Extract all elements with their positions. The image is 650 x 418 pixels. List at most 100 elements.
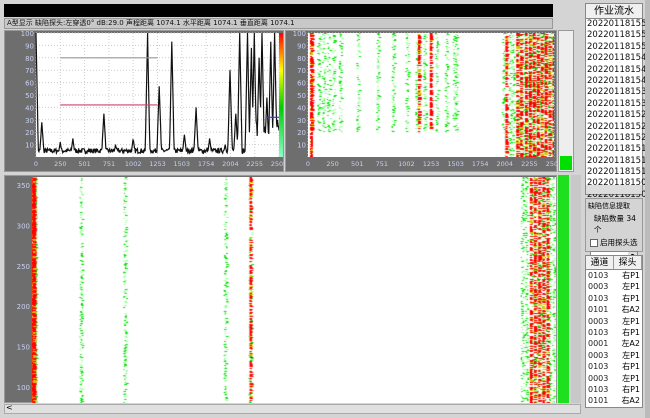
- channel-cell: 0101: [588, 305, 609, 315]
- y-tick-label: 50: [25, 92, 34, 100]
- job-list-item[interactable]: 20220118150: [587, 178, 647, 189]
- x-tick-label: 1754: [198, 160, 215, 168]
- scroll-left-icon[interactable]: <: [6, 403, 13, 412]
- y-tick-label: 30: [297, 117, 306, 125]
- channel-cell: 0103: [588, 271, 609, 280]
- probe-cell: 右A2: [621, 396, 640, 406]
- table-row[interactable]: 0103 右P1: [586, 384, 642, 395]
- x-tick-label: 751: [376, 160, 388, 168]
- window-scrollbar[interactable]: [645, 0, 650, 418]
- job-list-item[interactable]: 20220118153: [587, 98, 647, 109]
- x-tick-label: 250: [326, 160, 338, 168]
- probe-cell: 左P1: [622, 282, 640, 292]
- a-scan-chart[interactable]: 10 20 30 40 50 60 70 80 90 100 0 250 501 751 1002 1253 1…: [5, 31, 285, 173]
- horizontal-scrollbar[interactable]: <: [4, 403, 581, 414]
- x-tick-label: 1253: [149, 160, 166, 168]
- y-tick-label: 60: [297, 80, 306, 88]
- probe-cell: 右P1: [622, 327, 640, 337]
- b-scan-heatmap[interactable]: [308, 33, 554, 157]
- x-tick-label: 2255: [521, 160, 538, 168]
- y-tick-label: 90: [297, 42, 306, 50]
- job-list-item[interactable]: 20220118151: [587, 155, 647, 166]
- y-tick-label: 50: [297, 92, 306, 100]
- probe-cell: 左P1: [622, 316, 640, 326]
- job-list-header: 作业流水: [586, 4, 642, 19]
- y-tick-label: 60: [25, 80, 34, 88]
- table-row[interactable]: 0003 左P1: [586, 316, 642, 327]
- x-tick-label: 1002: [125, 160, 142, 168]
- y-tick-label: 70: [25, 67, 34, 75]
- defect-info-group: 缺陷信息提取 缺陷数量 34 个 启用探头选 ▾: [585, 198, 643, 261]
- channel-cell: 0003: [588, 373, 609, 383]
- probe-cell: 右A2: [621, 305, 640, 315]
- table-row[interactable]: 0003 左P1: [586, 350, 642, 361]
- col-header-channel[interactable]: 通道: [586, 256, 614, 269]
- vertical-scrollbar[interactable]: [571, 175, 581, 403]
- table-row[interactable]: 0101 右A2: [586, 304, 642, 315]
- table-row[interactable]: 0003 左P1: [586, 281, 642, 292]
- y-tick-label: 350: [17, 182, 30, 190]
- x-tick-label: 751: [103, 160, 115, 168]
- channel-cell: 0003: [588, 282, 609, 292]
- table-row[interactable]: 0101 右A2: [586, 395, 642, 406]
- probe-cell: 右P1: [622, 384, 640, 394]
- job-list[interactable]: 作业流水 20220118155 20220118155 20220118155 20…: [585, 3, 647, 200]
- x-tick-label: 250: [54, 160, 66, 168]
- col-header-probe[interactable]: 探头: [614, 256, 642, 269]
- y-tick-label: 90: [25, 42, 34, 50]
- job-list-item[interactable]: 20220118154: [587, 53, 647, 64]
- y-tick-label: 30: [25, 117, 34, 125]
- job-list-item[interactable]: 20220118154: [587, 64, 647, 75]
- a-scan-waveform: [35, 32, 280, 156]
- y-tick-label: 100: [293, 31, 306, 38]
- main-scan-heatmap[interactable]: [32, 177, 556, 403]
- job-list-item[interactable]: 20220118155: [587, 19, 647, 29]
- checkbox-box[interactable]: [590, 238, 598, 247]
- job-list-item[interactable]: 20220118153: [587, 87, 647, 98]
- table-row[interactable]: 0103 右P1: [586, 361, 642, 372]
- x-tick-label: 1002: [398, 160, 415, 168]
- channel-cell: 0101: [588, 396, 609, 406]
- job-list-item[interactable]: 20220118151: [587, 144, 647, 155]
- channel-cell: 0103: [588, 384, 609, 394]
- table-row[interactable]: 0003 左P1: [586, 373, 642, 384]
- a-scan-panel[interactable]: 10 20 30 40 50 60 70 80 90 100 0 250 501 751 1002 1253 1…: [4, 30, 285, 173]
- y-tick-label: 70: [297, 67, 306, 75]
- job-list-scrollbar[interactable]: [586, 185, 642, 194]
- y-tick-label: 20: [297, 129, 306, 137]
- x-tick-label: 0: [34, 160, 38, 168]
- job-list-item[interactable]: 20220118152: [587, 110, 647, 121]
- job-list-item[interactable]: 20220118151: [587, 167, 647, 178]
- x-tick-label: 1754: [472, 160, 489, 168]
- y-tick-label: 10: [297, 142, 306, 150]
- probe-filter-checkbox[interactable]: 启用探头选: [586, 237, 642, 248]
- job-list-item[interactable]: 20220118150: [587, 189, 647, 200]
- defect-table[interactable]: 通道 探头 0103 右P1 0003 左P1 0103 右P1 0101 右A2 0003 左P1…: [585, 255, 643, 408]
- probe-cell: 左P1: [622, 373, 640, 383]
- table-row[interactable]: 0103 右P1: [586, 327, 642, 338]
- y-tick-label: 150: [17, 344, 30, 352]
- x-tick-label: 501: [351, 160, 363, 168]
- channel-cell: 0103: [588, 327, 609, 337]
- probe-cell: 右P1: [622, 293, 640, 303]
- table-row[interactable]: 0103 右P1: [586, 293, 642, 304]
- b-scan-panel[interactable]: 10 20 30 40 50 60 70 80 90 100 0 250 501 751 1002 1253 1…: [285, 30, 558, 172]
- job-list-item[interactable]: 20220118155: [587, 30, 647, 41]
- job-list-item[interactable]: 20220118152: [587, 121, 647, 132]
- threshold-slider[interactable]: [558, 30, 574, 172]
- status-bar: A型显示 缺陷探头:左穿透0° dB:29.0 声程距离 1074.1 水平距离…: [4, 18, 553, 29]
- x-tick-label: 1503: [447, 160, 464, 168]
- job-list-item[interactable]: 20220118152: [587, 132, 647, 143]
- y-tick-label: 80: [25, 55, 34, 63]
- y-tick-label: 250: [17, 263, 30, 271]
- job-list-item[interactable]: 20220118154: [587, 75, 647, 86]
- group-title: 缺陷信息提取: [588, 202, 630, 210]
- main-scan-panel[interactable]: 100 150 200 250 300 350: [4, 175, 557, 403]
- job-list-item[interactable]: 20220118155: [587, 41, 647, 52]
- y-tick-label: 40: [297, 104, 306, 112]
- table-row[interactable]: 0103 右P1: [586, 270, 642, 281]
- channel-cell: 0103: [588, 293, 609, 303]
